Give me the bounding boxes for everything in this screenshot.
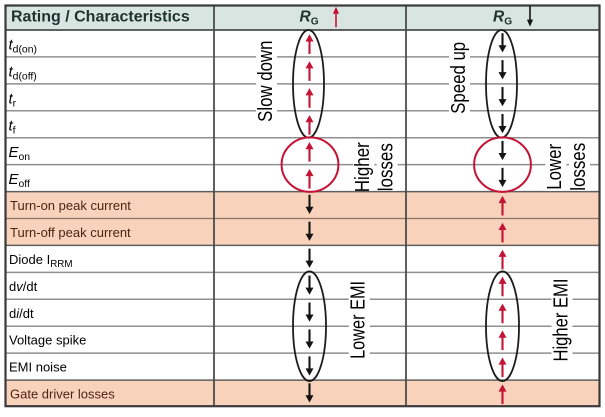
svg-text:td(off): td(off) [9,63,37,82]
svg-text:Eoff: Eoff [9,171,30,190]
svg-text:di/dt: di/dt [9,306,34,321]
svg-text:Lower EMI: Lower EMI [348,281,370,359]
svg-text:losses: losses [568,143,590,191]
svg-text:losses: losses [375,143,397,191]
svg-text:Turn-on peak current: Turn-on peak current [10,198,131,213]
svg-text:tf: tf [9,117,16,136]
svg-text:Eon: Eon [9,144,31,163]
svg-text:Gate driver losses: Gate driver losses [10,387,115,402]
svg-text:RG: RG [493,8,512,27]
svg-text:Voltage spike: Voltage spike [9,333,86,348]
svg-text:RG: RG [300,8,319,27]
svg-text:td(on): td(on) [9,37,37,56]
svg-text:dv/dt: dv/dt [9,279,38,294]
svg-text:Speed up: Speed up [448,42,470,114]
svg-text:tr: tr [9,90,17,109]
svg-text:Rating / Characteristics: Rating / Characteristics [11,8,190,25]
svg-text:Higher EMI: Higher EMI [550,279,572,362]
svg-text:Slow down: Slow down [255,41,277,122]
svg-text:Lower: Lower [544,144,566,190]
svg-text:Turn-off peak current: Turn-off peak current [10,225,131,240]
svg-text:EMI noise: EMI noise [9,360,67,375]
svg-text:Higher: Higher [352,142,374,192]
